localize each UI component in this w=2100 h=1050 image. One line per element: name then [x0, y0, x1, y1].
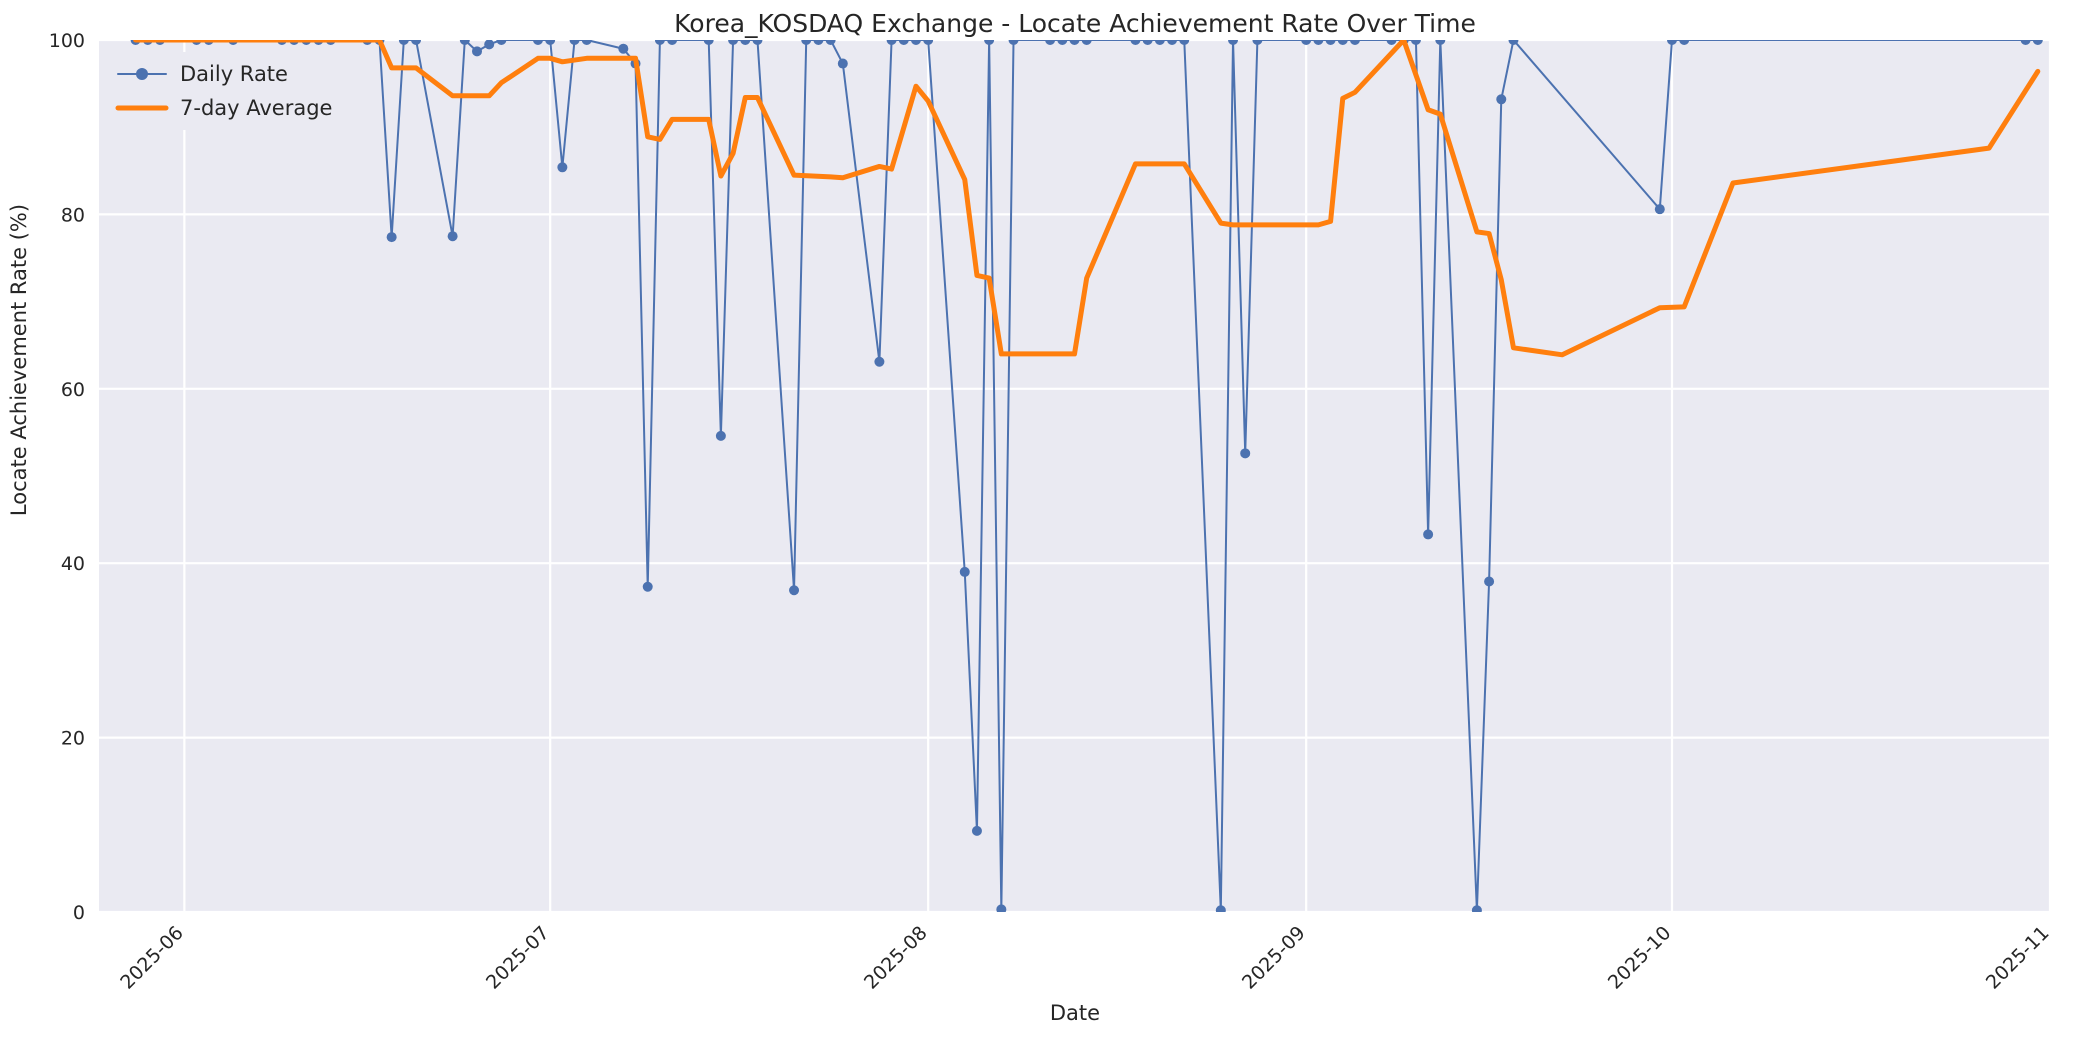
- y-axis-tick-labels: 0 20 40 60 80 100: [49, 30, 85, 924]
- legend-label: 7-day Average: [180, 96, 332, 120]
- x-axis-title: Date: [1050, 1001, 1100, 1025]
- grid-lines: [99, 38, 2052, 914]
- series-7-day-average: [133, 40, 2041, 358]
- y-tick-label: 40: [61, 553, 85, 575]
- legend-label: Daily Rate: [180, 62, 288, 86]
- data-series-layer: [130, 40, 2043, 912]
- chart-title: Korea_KOSDAQ Exchange - Locate Achieveme…: [674, 9, 1476, 38]
- y-tick-label: 80: [61, 204, 85, 226]
- y-tick-label: 60: [61, 379, 85, 401]
- y-tick-label: 0: [73, 902, 85, 924]
- plot-area-background: [99, 40, 2050, 912]
- legend-item-daily-rate[interactable]: Daily Rate: [117, 62, 288, 86]
- chart-legend[interactable]: Daily Rate 7-day Average: [104, 52, 344, 130]
- y-axis-title: Locate Achievement Rate (%): [7, 204, 31, 516]
- y-tick-label: 100: [49, 30, 85, 52]
- legend-item-7-day-average[interactable]: 7-day Average: [115, 96, 332, 120]
- y-tick-label: 20: [61, 728, 85, 750]
